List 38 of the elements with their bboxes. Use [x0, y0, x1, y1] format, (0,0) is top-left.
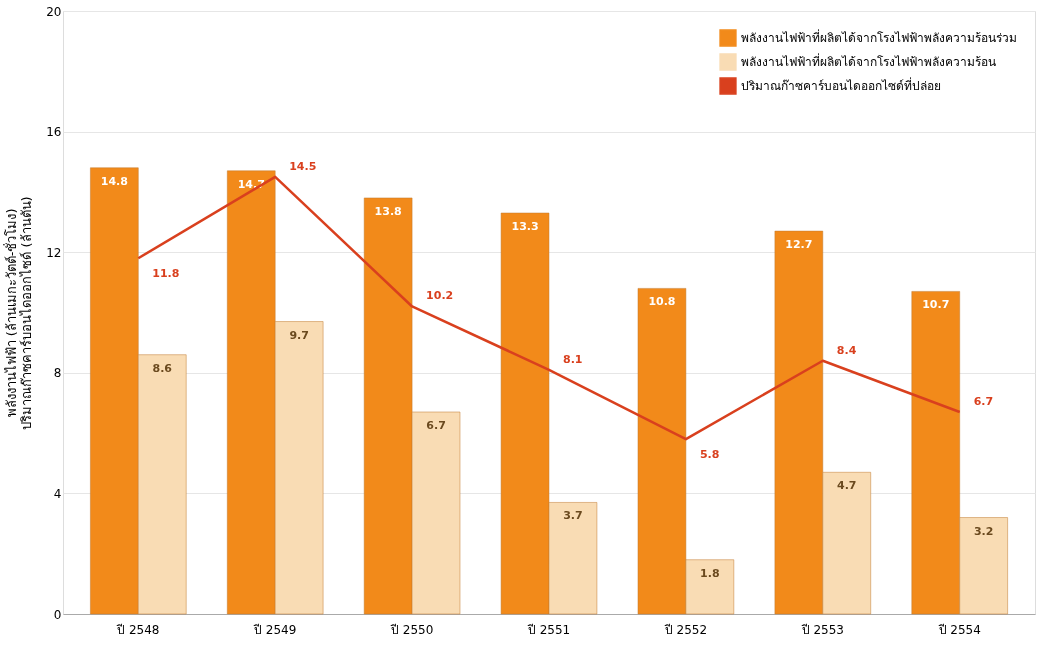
y-tick-label: 16: [46, 125, 62, 140]
legend-label: ปริมาณก๊าซคาร์บอนไดออกไซด์ที่ปล่อย: [741, 77, 941, 93]
data-label: 6.7: [426, 418, 446, 432]
data-label: 8.4: [836, 343, 857, 357]
legend-label: พลังงานไฟฟ้าที่ผลิตได้จากโรงไฟฟ้าพลังความร้อน: [741, 53, 996, 69]
x-tick-label: ปี 2551: [526, 622, 571, 637]
data-label: 10.7: [922, 298, 950, 312]
data-label: 1.8: [700, 566, 720, 580]
data-label: 11.8: [152, 267, 180, 281]
data-label: 14.8: [100, 174, 128, 188]
y-tick-label: 4: [53, 486, 62, 501]
x-tick-label: ปี 2549: [253, 622, 297, 637]
data-label: 13.3: [511, 220, 539, 234]
y-tick-label: 20: [46, 4, 62, 19]
data-label: 3.2: [973, 524, 994, 538]
x-tick-label: ปี 2552: [663, 622, 708, 637]
line-series: [137, 175, 961, 441]
legend-label: พลังงานไฟฟ้าที่ผลิตได้จากโรงไฟฟ้าพลังความร้อนร่วม: [741, 29, 1017, 45]
y-tick-label: 8: [53, 366, 62, 381]
data-label: 9.7: [289, 328, 309, 342]
x-tick-label: ปี 2554: [937, 622, 981, 637]
data-label: 8.1: [563, 352, 583, 366]
data-label: 3.7: [563, 509, 583, 523]
data-label: 10.8: [648, 295, 676, 309]
x-tick-label: ปี 2548: [116, 622, 160, 637]
data-label: 13.8: [374, 204, 402, 218]
y-axis-title: พลังงานไฟฟ้า (ล้านเมกะวัตต์-ชั่วโมง) ปริมาณก๊าซคาร์บอนไดออกไซด์ (ล้านตัน): [3, 196, 35, 430]
y-tick-label: 0: [53, 607, 62, 622]
x-tick-label: ปี 2553: [800, 622, 844, 637]
y-tick-label: 12: [46, 245, 62, 260]
data-label: 10.2: [426, 289, 454, 303]
data-label: 6.7: [973, 394, 994, 408]
data-label: 12.7: [785, 238, 813, 252]
data-label: 14.5: [289, 159, 317, 173]
x-tick-label: ปี 2550: [389, 622, 434, 637]
data-label: 8.6: [152, 361, 173, 375]
data-label: 5.8: [699, 448, 720, 462]
data-label: 4.7: [837, 479, 857, 493]
